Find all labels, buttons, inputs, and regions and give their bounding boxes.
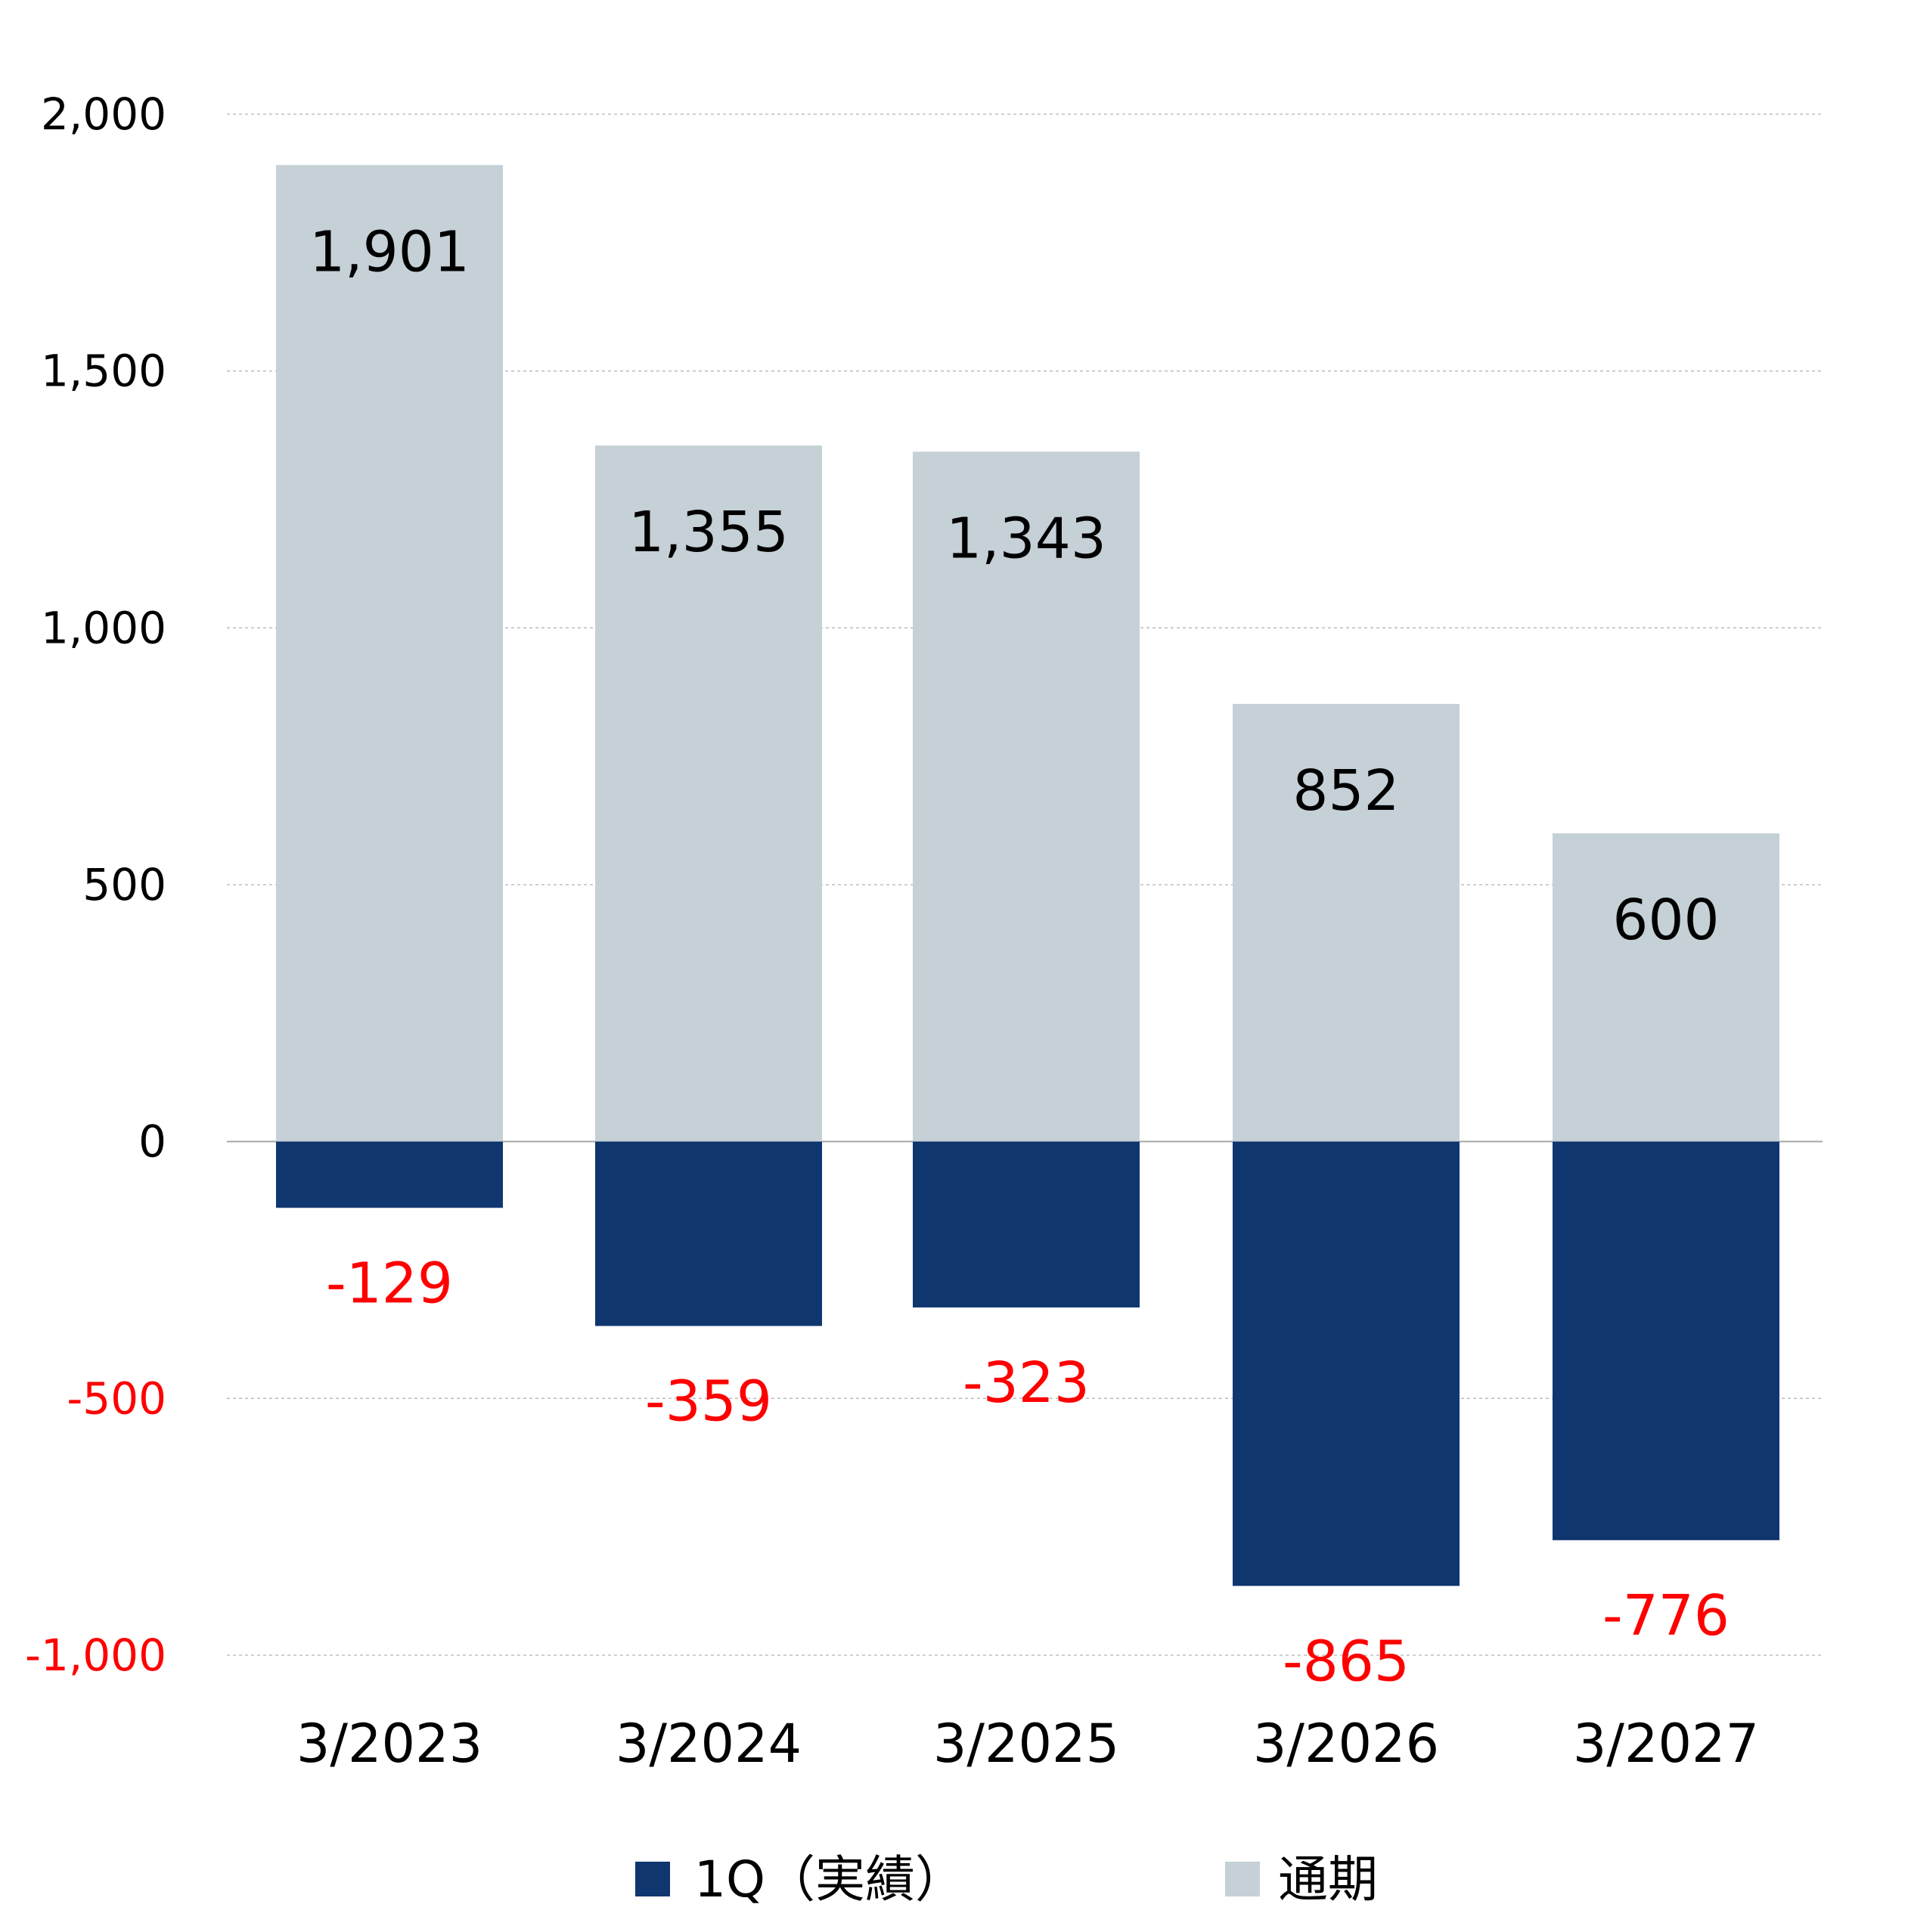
y-tick-label: 1,000 <box>41 602 166 653</box>
bar-full-year <box>1233 703 1460 1142</box>
bar-full-year <box>595 445 822 1142</box>
data-label-full-year: 600 <box>1612 888 1719 953</box>
x-tick-label: 3/2024 <box>616 1713 802 1775</box>
bar-1q <box>913 1141 1140 1308</box>
data-label-full-year: 1,901 <box>309 219 470 284</box>
axis-labels-layer: 2,000 1,500 1,000 500 0 -500 -1,000 3/2023 3/202… <box>25 88 1759 1775</box>
data-label-1q: -776 <box>1602 1583 1730 1648</box>
data-label-1q: -129 <box>326 1251 453 1316</box>
y-tick-label: 1,500 <box>41 346 166 397</box>
bar-full-year <box>1553 833 1779 1142</box>
legend: 1Q（実績） 通期 <box>635 1850 1378 1909</box>
y-tick-label: 0 <box>138 1116 166 1168</box>
y-tick-label: -1,000 <box>25 1630 166 1681</box>
bar-full-year <box>913 451 1140 1142</box>
bars-layer <box>276 165 1779 1586</box>
y-tick-label: 2,000 <box>41 88 166 140</box>
data-label-full-year: 1,343 <box>946 506 1106 571</box>
data-label-full-year: 1,355 <box>628 500 789 565</box>
legend-label: 1Q（実績） <box>694 1850 965 1909</box>
legend-label: 通期 <box>1278 1850 1378 1909</box>
x-tick-label: 3/2027 <box>1573 1713 1759 1775</box>
bar-full-year <box>276 165 503 1142</box>
data-label-1q: -359 <box>645 1369 772 1434</box>
x-tick-label: 3/2026 <box>1253 1713 1439 1775</box>
data-label-1q: -865 <box>1283 1629 1410 1694</box>
x-tick-label: 3/2023 <box>296 1713 482 1775</box>
data-labels-layer: 1,901 -129 1,355 -359 1,343 -323 852 -865 600 -77… <box>309 219 1730 1694</box>
legend-swatch <box>1225 1862 1260 1896</box>
y-tick-label: 500 <box>82 859 166 910</box>
bar-1q <box>1233 1141 1460 1586</box>
y-tick-label: -500 <box>67 1372 166 1424</box>
bar-1q <box>595 1141 822 1326</box>
bar-1q <box>1553 1141 1779 1540</box>
legend-swatch <box>635 1862 670 1896</box>
x-tick-label: 3/2025 <box>933 1713 1119 1775</box>
data-label-full-year: 852 <box>1292 758 1399 823</box>
bar-1q <box>276 1141 503 1208</box>
data-label-1q: -323 <box>963 1351 1090 1416</box>
